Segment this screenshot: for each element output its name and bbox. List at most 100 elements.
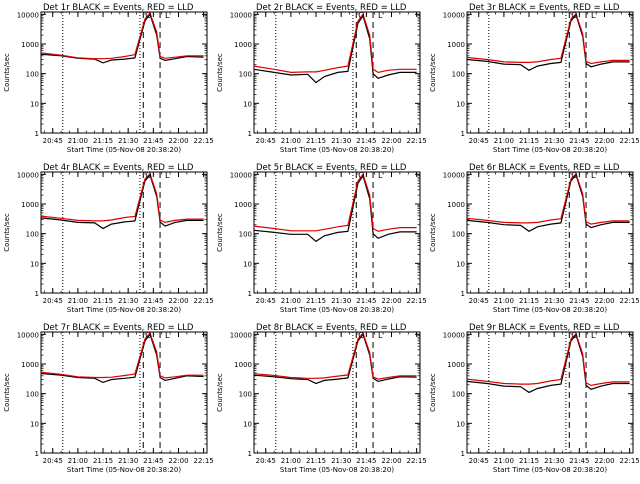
x-tick-label: 21:45 xyxy=(569,457,589,465)
plot-frame xyxy=(40,11,208,134)
y-tick-label: 1000 xyxy=(234,41,252,49)
chart-title: Det 9r BLACK = Events, RED = LLD xyxy=(469,323,620,333)
y-axis-label: Counts/sec xyxy=(429,53,437,92)
y-tick-label: 1000 xyxy=(21,201,39,209)
y-tick-label: 1000 xyxy=(21,41,39,49)
series-line-lld xyxy=(40,331,204,379)
x-tick-label: 21:15 xyxy=(93,457,113,465)
x-tick-label: 20:45 xyxy=(469,297,489,305)
panel-det-2: Det 2r BLACK = Events, RED = LLD 1 10 100 10… xyxy=(216,3,427,154)
x-tick-label: 20:45 xyxy=(256,137,276,145)
series-line-events xyxy=(466,13,630,71)
y-tick-label: 10000 xyxy=(443,171,465,179)
x-tick-label: 21:30 xyxy=(118,457,138,465)
x-tick-label: 22:15 xyxy=(194,297,214,305)
x-tick-label: 21:30 xyxy=(544,137,564,145)
y-tick-label: 10 xyxy=(243,100,252,108)
y-tick-label: 10000 xyxy=(17,171,39,179)
x-tick-label: 21:30 xyxy=(331,297,351,305)
panel-det-8: Det 8r BLACK = Events, RED = LLD 1 10 100 10… xyxy=(216,323,427,474)
series-line-lld xyxy=(466,12,630,65)
y-tick-label: 1 xyxy=(35,290,39,298)
panel-det-6: Det 6r BLACK = Events, RED = LLD 1 10 100 10… xyxy=(429,163,640,314)
x-axis-label: Start Time (05-Nov-08 20:38:20) xyxy=(280,146,394,154)
x-tick-label: 20:45 xyxy=(256,297,276,305)
y-tick-label: 10000 xyxy=(17,11,39,19)
x-tick-label: 21:45 xyxy=(356,297,376,305)
chart-title: Det 6r BLACK = Events, RED = LLD xyxy=(469,163,620,173)
panel-det-7: Det 7r BLACK = Events, RED = LLD 1 10 100 10… xyxy=(3,323,214,474)
x-tick-label: 21:15 xyxy=(306,457,326,465)
y-tick-label: 10000 xyxy=(17,331,39,339)
y-tick-label: 100 xyxy=(239,391,252,399)
x-tick-label: 22:15 xyxy=(194,137,214,145)
series-line-lld xyxy=(466,332,630,387)
plot-frame xyxy=(253,11,421,134)
annotation-l: L xyxy=(165,171,170,180)
annotation-o: O xyxy=(358,11,364,20)
panel-det-1: Det 1r BLACK = Events, RED = LLD 1 10 100 10… xyxy=(3,3,214,154)
x-tick-label: 21:15 xyxy=(519,297,539,305)
x-tick-label: 21:00 xyxy=(494,297,514,305)
panel-det-4: Det 4r BLACK = Events, RED = LLD 1 10 100 10… xyxy=(3,163,214,314)
y-tick-label: 1000 xyxy=(234,201,252,209)
x-tick-label: 22:00 xyxy=(168,297,188,305)
plot-frame xyxy=(253,331,421,454)
x-tick-label: 21:45 xyxy=(356,457,376,465)
y-tick-label: 100 xyxy=(239,231,252,239)
annotation-l: L xyxy=(591,11,596,20)
y-tick-label: 1000 xyxy=(21,361,39,369)
y-tick-label: 10 xyxy=(30,260,39,268)
x-tick-label: 22:15 xyxy=(407,297,427,305)
annotation-l: L xyxy=(165,11,170,20)
x-axis-label: Start Time (05-Nov-08 20:38:20) xyxy=(493,146,607,154)
x-tick-label: 22:00 xyxy=(381,457,401,465)
y-tick-label: 1 xyxy=(248,450,252,458)
annotation-l: L xyxy=(378,331,383,340)
x-tick-label: 21:00 xyxy=(68,137,88,145)
series-line-lld xyxy=(253,331,417,380)
x-tick-label: 22:15 xyxy=(620,137,640,145)
series-line-lld xyxy=(40,172,204,224)
y-axis-label: Counts/sec xyxy=(429,213,437,252)
x-tick-label: 22:15 xyxy=(620,457,640,465)
plot-frame xyxy=(466,171,634,294)
y-tick-label: 1000 xyxy=(447,361,465,369)
x-tick-label: 22:00 xyxy=(381,297,401,305)
chart-title: Det 8r BLACK = Events, RED = LLD xyxy=(256,323,407,333)
series-line-events xyxy=(466,173,630,233)
x-axis-label: Start Time (05-Nov-08 20:38:20) xyxy=(67,306,181,314)
y-tick-label: 10 xyxy=(456,100,465,108)
y-tick-label: 10000 xyxy=(230,171,252,179)
y-tick-label: 10 xyxy=(456,260,465,268)
x-tick-label: 21:45 xyxy=(143,457,163,465)
x-tick-label: 20:45 xyxy=(43,297,63,305)
y-tick-label: 1 xyxy=(248,130,252,138)
x-tick-label: 21:45 xyxy=(569,137,589,145)
x-tick-label: 21:15 xyxy=(519,137,539,145)
chart-title: Det 2r BLACK = Events, RED = LLD xyxy=(256,3,407,13)
x-tick-label: 21:00 xyxy=(281,297,301,305)
y-axis-label: Counts/sec xyxy=(216,373,224,412)
annotation-o: O xyxy=(358,171,364,180)
x-axis-label: Start Time (05-Nov-08 20:38:20) xyxy=(493,306,607,314)
y-tick-label: 100 xyxy=(239,71,252,79)
x-tick-label: 21:30 xyxy=(331,137,351,145)
series-line-events xyxy=(466,333,630,394)
annotation-o: O xyxy=(571,11,577,20)
annotation-o: O xyxy=(145,171,151,180)
y-axis-label: Counts/sec xyxy=(3,373,11,412)
series-line-lld xyxy=(40,11,204,60)
x-axis-label: Start Time (05-Nov-08 20:38:20) xyxy=(493,466,607,474)
series-line-events xyxy=(40,333,204,384)
x-tick-label: 21:30 xyxy=(544,457,564,465)
y-tick-label: 1 xyxy=(248,290,252,298)
x-tick-label: 21:15 xyxy=(306,297,326,305)
annotation-o: O xyxy=(145,11,151,20)
y-tick-label: 1 xyxy=(461,290,465,298)
panel-det-3: Det 3r BLACK = Events, RED = LLD 1 10 100 10… xyxy=(429,3,640,154)
x-tick-label: 20:45 xyxy=(43,457,63,465)
x-tick-label: 22:00 xyxy=(594,297,614,305)
x-axis-label: Start Time (05-Nov-08 20:38:20) xyxy=(67,466,181,474)
